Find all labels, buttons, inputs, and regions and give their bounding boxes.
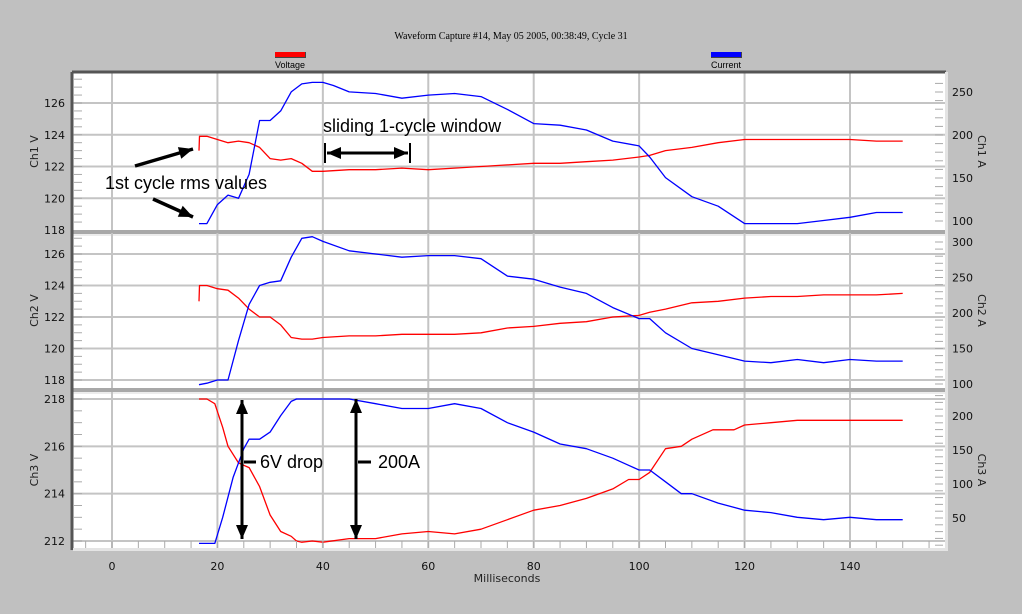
y-tick-label: 218: [44, 393, 65, 406]
voltage-line: [198, 284, 903, 340]
y-tick-label: 214: [44, 488, 65, 501]
legend-current-label: Current: [710, 60, 741, 70]
x-tick-label: 80: [527, 560, 541, 573]
x-tick-label: 100: [629, 560, 650, 573]
y2-tick-label: 200: [952, 307, 973, 320]
y2-tick-label: 100: [952, 478, 973, 491]
y-tick-label: 120: [44, 192, 65, 205]
annotations: 1st cycle rms values sliding 1-cycle wind…: [105, 116, 502, 539]
current-line: [198, 236, 903, 386]
y2-axis-title: Ch3 A: [975, 454, 988, 487]
first-cycle-arrow-voltage-icon: [134, 147, 194, 168]
voltage-line: [199, 398, 903, 543]
legend-current: Current: [696, 52, 756, 70]
voltage-line: [198, 135, 903, 172]
sliding-window-annotation: sliding 1-cycle window: [323, 116, 502, 136]
voltage-drop-annotation: 6V drop: [260, 452, 323, 472]
x-tick-label: 140: [839, 560, 860, 573]
y2-tick-label: 150: [952, 172, 973, 185]
y-tick-label: 124: [44, 129, 65, 142]
y-tick-label: 120: [44, 343, 65, 356]
legend-voltage: Voltage: [260, 52, 320, 70]
current-line: [199, 81, 903, 225]
x-axis-title: Milliseconds: [0, 572, 1022, 585]
y-axis-title: Ch2 V: [28, 294, 41, 327]
y-tick-label: 122: [44, 311, 65, 324]
y-tick-label: 118: [44, 374, 65, 387]
current-line: [199, 398, 903, 545]
voltage-drop-arrow-icon: [236, 400, 248, 539]
y2-tick-label: 100: [952, 378, 973, 391]
y-tick-label: 216: [44, 440, 65, 453]
y-tick-label: 124: [44, 280, 65, 293]
y2-axis-title: Ch1 A: [975, 135, 988, 168]
y2-tick-label: 50: [952, 512, 966, 525]
y2-tick-label: 200: [952, 410, 973, 423]
legend-voltage-label: Voltage: [274, 60, 306, 70]
y-tick-label: 118: [44, 224, 65, 237]
y2-axis-title: Ch2 A: [975, 294, 988, 327]
panel-ch3: 212 214 216 218 50 100 150 200 Ch3 V Ch3 A: [28, 392, 988, 548]
y-axis-title: Ch3 V: [28, 453, 41, 486]
y2-tick-label: 250: [952, 272, 973, 285]
chart-title: Waveform Capture #14, May 05 2005, 00:38…: [394, 31, 628, 42]
y2-tick-label: 300: [952, 236, 973, 249]
sliding-window-arrow-icon: [327, 147, 408, 159]
y2-tick-label: 150: [952, 444, 973, 457]
y-tick-label: 212: [44, 535, 65, 548]
current-step-arrow-icon: [350, 399, 362, 539]
panel-ch2: 118 120 122 124 126 100 150 200 250 300 Ch2 V Ch2 A: [28, 233, 988, 394]
x-tick-label: 0: [109, 560, 116, 573]
y-axis-title: Ch1 V: [28, 135, 41, 168]
y-tick-label: 126: [44, 97, 65, 110]
x-tick-label: 120: [734, 560, 755, 573]
x-axis-title-text: Milliseconds: [473, 572, 541, 585]
x-tick-label: 20: [210, 560, 224, 573]
x-tick-label: 60: [421, 560, 435, 573]
x-tick-label: 40: [316, 560, 330, 573]
y2-tick-label: 200: [952, 129, 973, 142]
first-cycle-arrow-current-icon: [152, 197, 194, 219]
y-tick-label: 122: [44, 161, 65, 174]
y2-tick-label: 250: [952, 86, 973, 99]
first-cycle-annotation: 1st cycle rms values: [105, 173, 267, 193]
current-swatch-icon: [710, 52, 742, 58]
y2-tick-label: 150: [952, 343, 973, 356]
y-tick-label: 126: [44, 248, 65, 261]
y2-tick-label: 100: [952, 215, 973, 228]
plot-area: [73, 73, 945, 548]
voltage-swatch-icon: [274, 52, 306, 58]
panel-ch1: 118 120 122 124 126 100 150 200 250 Ch1 V Ch1 A: [28, 73, 988, 237]
current-step-annotation: 200A: [378, 452, 420, 472]
